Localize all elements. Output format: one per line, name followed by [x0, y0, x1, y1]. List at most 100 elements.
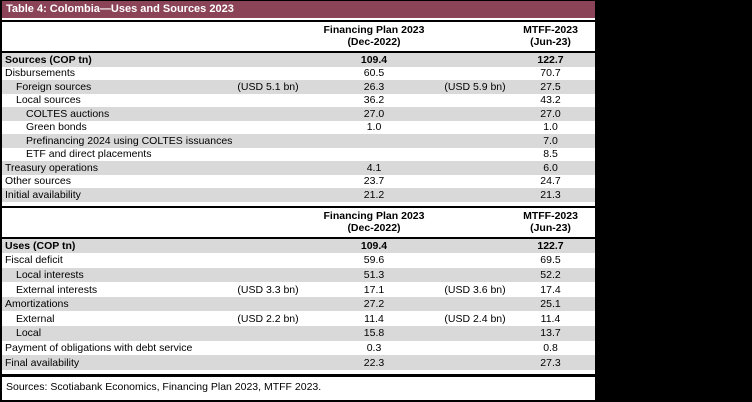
value-mtff: 122.7	[537, 239, 564, 252]
divider-gap	[2, 369, 595, 374]
row-label: Other sources	[5, 175, 71, 188]
table-row: Other sources 23.7 24.7	[2, 175, 595, 189]
row-label: Amortizations	[5, 298, 69, 311]
value-financing-plan: 36.2	[363, 94, 385, 107]
header-spacer	[444, 24, 506, 48]
column-header-financing-plan: Financing Plan 2023 (Dec-2022)	[304, 210, 444, 234]
value-mtff: 17.4	[540, 283, 561, 296]
value-financing-plan: 0.3	[366, 341, 382, 354]
value-mtff: 7.0	[543, 134, 558, 147]
table-row: Payment of obligations with debt service…	[2, 341, 595, 356]
value-mtff: 52.2	[540, 268, 561, 281]
table-row: Treasury operations 4.1 6.0	[2, 161, 595, 175]
value-financing-plan: 51.3	[363, 268, 385, 281]
value-mtff: 122.7	[537, 53, 564, 66]
value-mtff: 8.5	[543, 148, 558, 161]
table-row: Fiscal deficit 59.6 69.5	[2, 253, 595, 268]
value-mtff: 25.1	[540, 298, 561, 311]
row-label: Fiscal deficit	[5, 254, 63, 267]
row-label: Sources (COP tn)	[5, 53, 92, 66]
table-row: Local 15.8 13.7	[2, 326, 595, 341]
value-financing-plan: 26.3	[363, 80, 385, 93]
table-row: Prefinancing 2024 using COLTES issuances…	[2, 134, 595, 148]
table-row: Foreign sources (USD 5.1 bn) 26.3 (USD 5.9 …	[2, 80, 595, 94]
value-financing-plan: 109.4	[360, 53, 388, 66]
column-header-row-uses: Financing Plan 2023 (Dec-2022) MTFF-2023…	[2, 205, 595, 239]
value-mtff: 24.7	[540, 175, 561, 188]
table-row: Local sources 36.2 43.2	[2, 94, 595, 108]
usd-note-financing-plan: (USD 5.1 bn)	[237, 80, 299, 93]
row-label: ETF and direct placements	[26, 148, 152, 161]
header-spacer	[2, 210, 232, 234]
row-label: Green bonds	[26, 121, 87, 134]
financing-table: Table 4: Colombia—Uses and Sources 2023 …	[0, 0, 597, 402]
value-mtff: 1.0	[543, 121, 558, 134]
table-row: External interests (USD 3.3 bn) 17.1 (USD 3…	[2, 282, 595, 297]
table-footer: Sources: Scotiabank Economics, Financing…	[2, 373, 595, 400]
sources-section: Sources (COP tn) 109.4 122.7 Disbursements 6…	[2, 53, 595, 202]
row-label: Payment of obligations with debt service	[5, 341, 193, 354]
usd-note-mtff: (USD 2.4 bn)	[444, 312, 506, 325]
value-mtff: 27.0	[540, 107, 561, 120]
header-spacer	[232, 24, 304, 48]
column-header-mtff-date: (Jun-23)	[530, 36, 571, 48]
table-row: Disbursements 60.5 70.7	[2, 67, 595, 81]
row-label: Disbursements	[5, 67, 76, 80]
column-header-mtff: MTFF-2023 (Jun-23)	[506, 24, 595, 48]
row-label: Prefinancing 2024 using COLTES issuances	[26, 134, 233, 147]
table-row: Local interests 51.3 52.2	[2, 267, 595, 283]
value-financing-plan: 23.7	[363, 175, 385, 188]
value-financing-plan: 22.3	[363, 356, 385, 369]
value-financing-plan: 60.5	[363, 67, 385, 80]
usd-note-mtff: (USD 5.9 bn)	[444, 80, 506, 93]
row-label: Local interests	[16, 268, 84, 281]
header-spacer	[232, 210, 304, 234]
value-financing-plan: 27.0	[363, 107, 385, 120]
value-mtff: 27.3	[540, 356, 561, 369]
column-header-mtff-date: (Jun-23)	[530, 221, 571, 234]
row-label: Foreign sources	[16, 80, 92, 93]
value-mtff: 69.5	[540, 254, 561, 267]
table-row: COLTES auctions 27.0 27.0	[2, 107, 595, 121]
row-label: Final availability	[5, 356, 80, 369]
header-spacer	[2, 24, 232, 48]
value-financing-plan: 109.4	[360, 239, 388, 252]
value-mtff: 43.2	[540, 94, 561, 107]
row-label: External interests	[16, 283, 98, 296]
table-row: Green bonds 1.0 1.0	[2, 121, 595, 135]
source-note: Sources: Scotiabank Economics, Financing…	[6, 380, 322, 393]
table-row: Final availability 22.3 27.3	[2, 355, 595, 370]
row-label: Initial availability	[5, 188, 81, 201]
usd-note-financing-plan: (USD 2.2 bn)	[237, 312, 299, 325]
value-mtff: 13.7	[540, 327, 561, 340]
value-mtff: 6.0	[543, 161, 558, 174]
value-financing-plan: 59.6	[363, 254, 385, 267]
value-mtff: 27.5	[540, 80, 561, 93]
value-mtff: 70.7	[540, 67, 561, 80]
value-mtff: 11.4	[540, 312, 561, 325]
row-label: Treasury operations	[5, 161, 98, 174]
table-row: External (USD 2.2 bn) 11.4 (USD 2.4 bn) 11.4	[2, 311, 595, 326]
table-row: ETF and direct placements 8.5	[2, 148, 595, 162]
value-financing-plan: 4.1	[366, 161, 382, 174]
value-financing-plan: 11.4	[364, 312, 384, 325]
usd-note-financing-plan: (USD 3.3 bn)	[237, 283, 299, 296]
value-mtff: 21.3	[540, 188, 561, 201]
table-title-bar: Table 4: Colombia—Uses and Sources 2023	[2, 1, 595, 18]
column-header-mtff: MTFF-2023 (Jun-23)	[506, 210, 595, 234]
value-financing-plan: 17.1	[363, 283, 385, 296]
table-row: Sources (COP tn) 109.4 122.7	[2, 53, 595, 67]
header-spacer	[444, 210, 506, 234]
table-row: Amortizations 27.2 25.1	[2, 296, 595, 312]
column-header-financing-plan-date: (Dec-2022)	[347, 221, 401, 234]
value-mtff: 0.8	[543, 341, 558, 354]
value-financing-plan: 1.0	[366, 121, 382, 134]
table-title: Table 4: Colombia—Uses and Sources 2023	[6, 3, 234, 15]
column-header-row-sources: Financing Plan 2023 (Dec-2022) MTFF-2023…	[2, 20, 595, 53]
column-header-financing-plan-title: Financing Plan 2023	[323, 24, 425, 36]
row-label: External	[16, 312, 55, 325]
row-label: Uses (COP tn)	[5, 239, 76, 252]
usd-note-mtff: (USD 3.6 bn)	[444, 283, 506, 296]
divider-gap	[2, 18, 595, 20]
value-financing-plan: 15.8	[363, 327, 385, 340]
